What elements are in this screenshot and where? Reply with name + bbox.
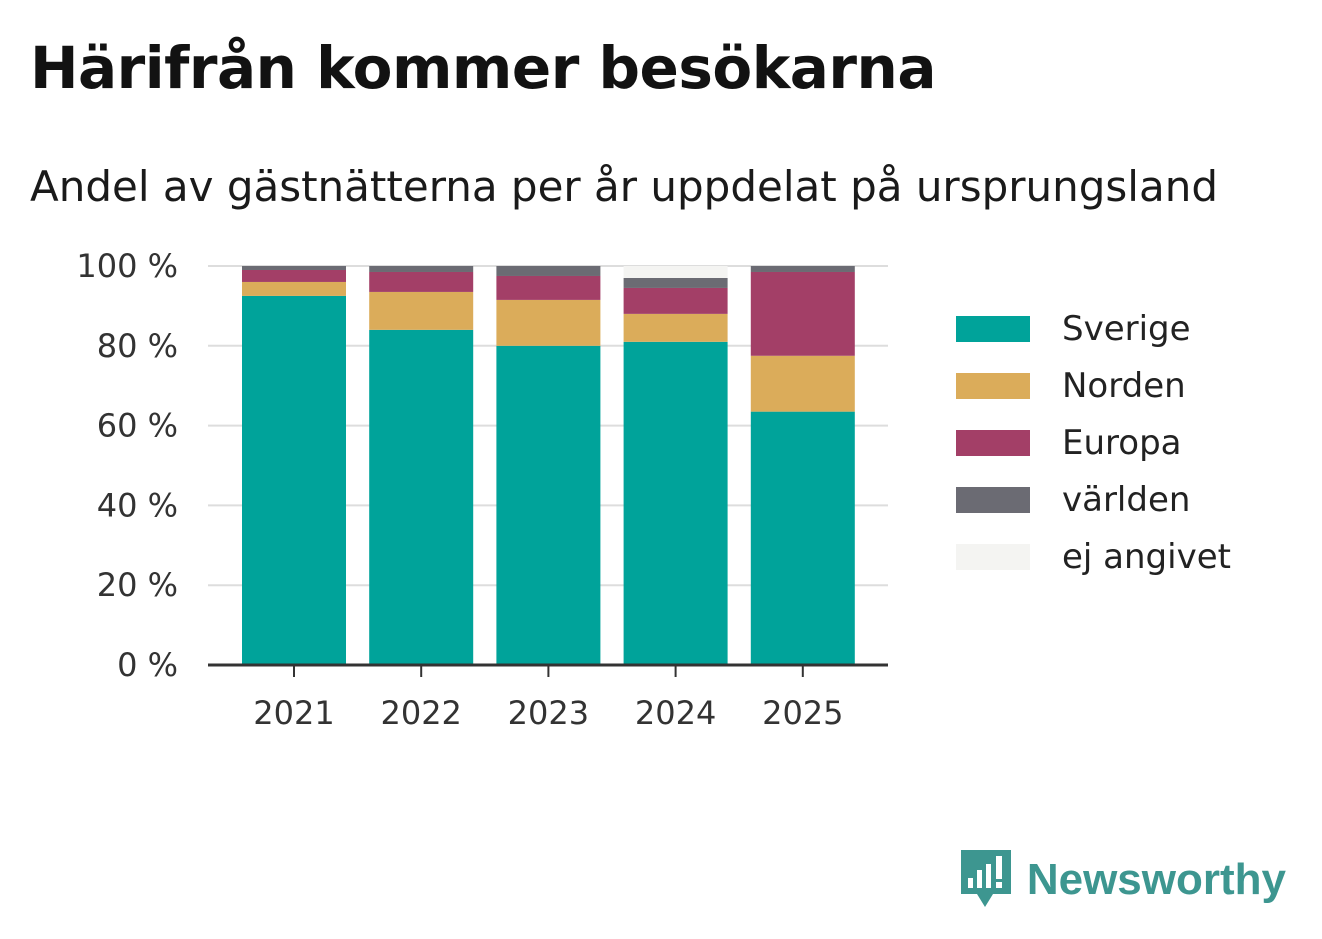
bar-segment — [369, 271, 474, 292]
bar-segment — [369, 329, 474, 665]
y-tick-label: 60 % — [97, 407, 178, 445]
x-tick-label: 2023 — [508, 694, 589, 732]
y-tick-label: 0 % — [117, 646, 178, 684]
y-tick-label: 40 % — [97, 486, 178, 524]
y-tick-label: 80 % — [97, 327, 178, 365]
legend-swatch — [956, 429, 1030, 456]
bar-segment — [369, 266, 474, 272]
legend-item: ej angivet — [956, 528, 1231, 585]
bar-segment — [623, 341, 728, 665]
bar-segment — [242, 295, 346, 665]
page-subtitle: Andel av gästnätterna per år uppdelat på… — [30, 162, 1218, 211]
bar-segment — [242, 281, 346, 296]
brand-name: Newsworthy — [1026, 855, 1286, 904]
legend-label: Norden — [1062, 365, 1186, 406]
bar-segment — [623, 277, 728, 288]
bar-segment — [750, 411, 855, 665]
bar-segment — [623, 266, 728, 278]
legend-swatch — [956, 372, 1030, 399]
legend: Sverige Norden Europa världen ej angivet — [956, 300, 1231, 585]
page-title: Härifrån kommer besökarna — [30, 34, 936, 102]
bar-segment — [623, 287, 728, 314]
y-tick-label: 100 % — [76, 247, 178, 285]
x-tick-label: 2021 — [253, 694, 334, 732]
legend-item: världen — [956, 471, 1231, 528]
axes: 0 % 20 % 40 % 60 % 80 % 100 % 2021 2022 2023 2024… — [76, 247, 888, 732]
y-tick-label: 20 % — [97, 566, 178, 604]
newsworthy-logo-icon — [960, 850, 1011, 907]
bar-segment — [623, 313, 728, 342]
brand-mark: Newsworthy — [960, 850, 1286, 910]
legend-swatch — [956, 486, 1030, 513]
bar-segment — [496, 345, 601, 665]
x-tick-label: 2022 — [380, 694, 461, 732]
legend-swatch — [956, 315, 1030, 342]
bar-segment — [750, 355, 855, 412]
legend-item: Sverige — [956, 300, 1231, 357]
bar-segment — [496, 275, 601, 300]
legend-label: världen — [1062, 479, 1191, 520]
legend-label: Sverige — [1062, 308, 1191, 349]
bar-segment — [750, 266, 855, 272]
legend-label: ej angivet — [1062, 536, 1231, 577]
bar-segment — [496, 299, 601, 346]
legend-label: Europa — [1062, 422, 1182, 463]
bar-segment — [750, 271, 855, 356]
bar-segment — [496, 266, 601, 276]
legend-swatch — [956, 543, 1030, 570]
bar-segment — [242, 266, 346, 270]
bars — [242, 266, 855, 665]
legend-item: Norden — [956, 357, 1231, 414]
x-tick-label: 2024 — [635, 694, 716, 732]
legend-item: Europa — [956, 414, 1231, 471]
x-tick-label: 2025 — [762, 694, 843, 732]
bar-segment — [242, 269, 346, 282]
bar-segment — [369, 291, 474, 330]
